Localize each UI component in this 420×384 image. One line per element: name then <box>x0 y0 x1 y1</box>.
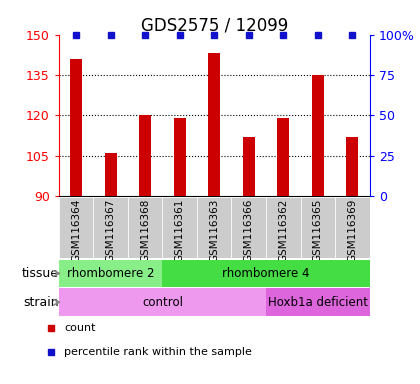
Bar <box>128 197 163 258</box>
Text: Hoxb1a deficient: Hoxb1a deficient <box>268 296 368 309</box>
Text: count: count <box>64 323 96 333</box>
Bar <box>59 288 266 316</box>
Text: GSM116361: GSM116361 <box>175 199 185 262</box>
Bar <box>346 137 358 196</box>
Bar <box>312 75 324 196</box>
Text: GSM116369: GSM116369 <box>347 199 357 262</box>
Bar <box>243 137 255 196</box>
Text: GSM116364: GSM116364 <box>71 199 81 262</box>
Text: GSM116366: GSM116366 <box>244 199 254 262</box>
Bar <box>93 197 128 258</box>
Text: strain: strain <box>23 296 59 309</box>
Bar <box>301 197 335 258</box>
Bar <box>335 197 370 258</box>
Text: GSM116362: GSM116362 <box>278 199 288 262</box>
Bar <box>163 260 370 287</box>
Text: tissue: tissue <box>22 267 59 280</box>
Bar <box>173 118 186 196</box>
Text: rhombomere 2: rhombomere 2 <box>67 267 155 280</box>
Bar <box>231 197 266 258</box>
Bar <box>59 197 93 258</box>
Text: GSM116368: GSM116368 <box>140 199 150 262</box>
Bar <box>59 260 163 287</box>
Text: rhombomere 4: rhombomere 4 <box>222 267 310 280</box>
Bar <box>163 197 197 258</box>
Bar <box>266 197 301 258</box>
Bar <box>197 197 231 258</box>
Text: GSM116367: GSM116367 <box>105 199 116 262</box>
Bar <box>277 118 289 196</box>
Bar <box>105 153 117 196</box>
Bar <box>266 288 370 316</box>
Bar <box>208 53 220 196</box>
Text: GSM116365: GSM116365 <box>313 199 323 262</box>
Bar <box>139 115 151 196</box>
Text: GSM116363: GSM116363 <box>209 199 219 262</box>
Bar <box>70 59 82 196</box>
Title: GDS2575 / 12099: GDS2575 / 12099 <box>141 17 288 35</box>
Text: control: control <box>142 296 183 309</box>
Text: percentile rank within the sample: percentile rank within the sample <box>64 348 252 358</box>
